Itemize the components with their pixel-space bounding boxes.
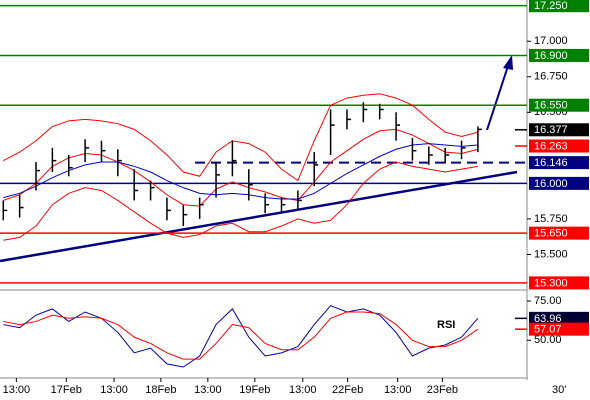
marker-box: [529, 139, 589, 153]
panel-title: RSI: [437, 319, 455, 331]
x-tick-label: 13:00: [194, 384, 222, 396]
level-label: 16.146: [534, 157, 568, 169]
marker-label: 57.07: [534, 324, 562, 336]
level-label: 15.300: [534, 277, 568, 289]
rsi-line: [3, 311, 479, 360]
y-tick-label: 17.000: [534, 35, 568, 47]
arrow-head: [503, 55, 513, 70]
level-box: [529, 0, 589, 13]
y-tick-label: 75.00: [534, 295, 562, 307]
y-tick-label: 15.500: [534, 248, 568, 260]
x-tick-label: 13:00: [100, 384, 128, 396]
x-tick-label: 22Feb: [332, 384, 363, 396]
x-tick-label: 17Feb: [51, 384, 82, 396]
level-label: 15.650: [534, 228, 568, 240]
x-tick-label: 13:00: [384, 384, 412, 396]
y-tick-label: 16.750: [534, 71, 568, 83]
y-tick-label: 50.00: [534, 334, 562, 346]
level-label: 16.900: [534, 50, 568, 62]
level-box: [529, 156, 589, 170]
indicator-line: [3, 161, 478, 241]
level-box: [529, 276, 589, 290]
x-tick-label: 23Feb: [427, 384, 458, 396]
marker-box: [529, 311, 589, 325]
marker-label: 16.377: [534, 124, 568, 136]
x-tick-label: 19Feb: [239, 384, 270, 396]
x-tick-label: 18Feb: [145, 384, 176, 396]
level-box: [529, 176, 589, 190]
level-box: [529, 98, 589, 112]
trend-line: [0, 170, 518, 263]
indicator-line: [3, 128, 479, 207]
forecast-arrow: [486, 65, 509, 131]
x-tick-label: 13:00: [3, 384, 31, 396]
marker-box: [529, 123, 589, 137]
marker-label: 16.263: [534, 140, 568, 152]
level-box: [529, 48, 589, 62]
indicator-line: [3, 93, 479, 182]
level-box: [529, 226, 589, 240]
level-label: 16.000: [534, 178, 568, 190]
x-tick-label: 13:00: [289, 384, 317, 396]
level-label: 17.250: [534, 0, 568, 12]
indicator-line: [3, 143, 478, 200]
level-label: 16.550: [534, 100, 568, 112]
y-tick-label: 15.750: [534, 213, 568, 225]
marker-box: [529, 322, 589, 336]
rsi-line: [3, 305, 479, 368]
marker-label: 63.96: [534, 313, 562, 325]
timeframe: 30': [552, 384, 566, 396]
